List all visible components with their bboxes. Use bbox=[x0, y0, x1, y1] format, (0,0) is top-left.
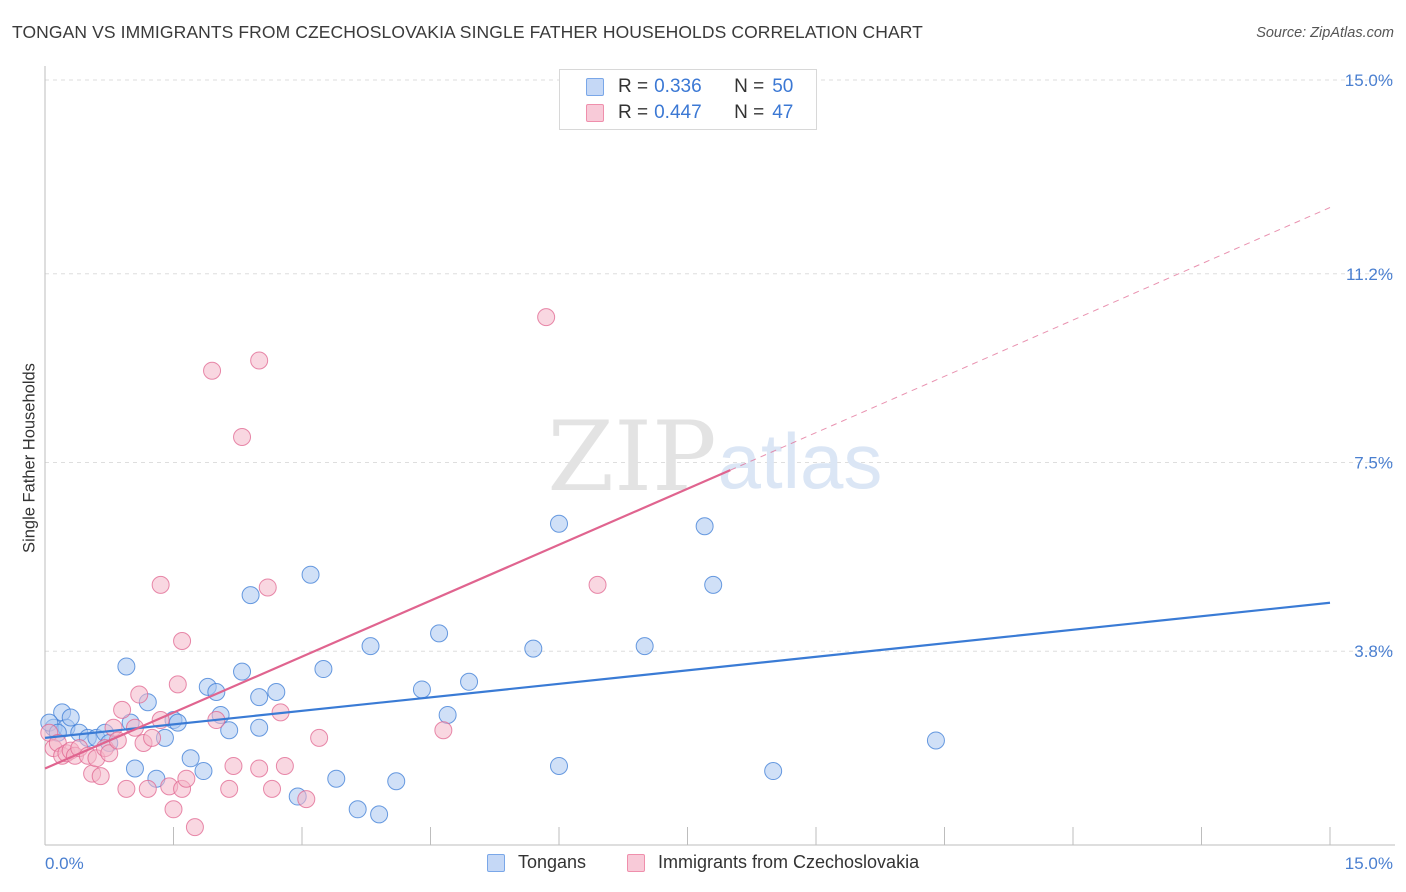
legend-r-label: R = bbox=[618, 102, 649, 123]
data-point bbox=[177, 769, 196, 788]
data-point bbox=[250, 351, 269, 370]
data-point bbox=[301, 565, 320, 584]
czechoslovakia-points bbox=[40, 308, 607, 837]
legend-label-czechoslovakia: Immigrants from Czechoslovakia bbox=[658, 852, 920, 872]
data-point bbox=[233, 662, 252, 681]
watermark-zip: ZIP bbox=[547, 401, 716, 513]
data-point bbox=[704, 575, 723, 594]
data-point bbox=[314, 660, 333, 679]
data-point bbox=[113, 700, 132, 719]
data-point bbox=[125, 759, 144, 778]
data-point bbox=[430, 624, 449, 643]
trend-lines bbox=[44, 207, 1331, 770]
grid-lines bbox=[45, 79, 1395, 652]
watermark-atlas: atlas bbox=[718, 417, 883, 505]
data-point bbox=[387, 772, 406, 791]
y-tick-label: 7.5% bbox=[1354, 454, 1393, 473]
legend-n-value-czechoslovakia: 47 bbox=[772, 102, 794, 123]
data-point bbox=[220, 779, 239, 798]
correlation-legend: R = 0.336 N = 50 R = 0.447 N = 47 bbox=[559, 69, 817, 130]
data-point bbox=[220, 721, 239, 740]
data-point bbox=[460, 672, 479, 691]
legend-r-value-czechoslovakia: 0.447 bbox=[654, 102, 702, 123]
data-point bbox=[233, 428, 252, 446]
data-point bbox=[438, 705, 457, 724]
data-point bbox=[91, 767, 110, 786]
legend-swatch-tongans bbox=[586, 78, 604, 96]
data-point bbox=[138, 779, 157, 798]
trend-line-tongans bbox=[44, 601, 1331, 739]
data-point bbox=[130, 685, 149, 704]
data-point bbox=[117, 657, 136, 676]
data-point bbox=[258, 578, 277, 597]
y-tick-label: 15.0% bbox=[1345, 71, 1393, 90]
tongans-points bbox=[40, 514, 945, 824]
data-point bbox=[100, 744, 119, 763]
legend-row-tongans: R = 0.336 N = 50 bbox=[586, 75, 793, 99]
data-point bbox=[173, 632, 192, 650]
data-point bbox=[267, 683, 286, 701]
data-point bbox=[524, 639, 543, 658]
data-point bbox=[143, 728, 162, 747]
legend-r-label: R = bbox=[618, 76, 649, 97]
y-tick-label: 3.8% bbox=[1354, 642, 1393, 661]
data-point bbox=[297, 790, 316, 809]
data-point bbox=[550, 514, 568, 533]
legend-n-label: N = bbox=[734, 102, 765, 123]
data-point bbox=[275, 756, 294, 775]
legend-swatch-czechoslovakia bbox=[586, 104, 604, 122]
data-point bbox=[168, 675, 187, 694]
data-point bbox=[412, 680, 431, 699]
data-point bbox=[434, 721, 453, 740]
data-point bbox=[61, 708, 80, 727]
legend-item-tongans: Tongans bbox=[487, 852, 586, 873]
data-point bbox=[203, 361, 222, 380]
watermark: ZIP atlas bbox=[547, 401, 882, 513]
data-point bbox=[250, 718, 269, 737]
data-point bbox=[537, 308, 556, 327]
trend-line-czechoslovakia bbox=[44, 469, 731, 770]
tick-labels: 3.8% 7.5% 11.2% 15.0% 0.0% 15.0% bbox=[45, 71, 1393, 873]
data-point bbox=[185, 818, 204, 837]
data-point bbox=[263, 779, 282, 798]
data-point bbox=[224, 756, 243, 775]
data-point bbox=[370, 805, 389, 824]
legend-item-czechoslovakia: Immigrants from Czechoslovakia bbox=[627, 852, 919, 873]
data-point bbox=[361, 637, 380, 656]
x-tick-label: 15.0% bbox=[1345, 854, 1393, 873]
data-point bbox=[241, 586, 260, 605]
y-tick-label: 11.2% bbox=[1346, 265, 1393, 284]
data-point bbox=[588, 575, 607, 594]
data-point bbox=[194, 762, 213, 781]
x-tick-label: 0.0% bbox=[45, 854, 84, 873]
data-point bbox=[695, 517, 714, 536]
data-point bbox=[117, 779, 136, 798]
data-point bbox=[151, 575, 170, 594]
data-point bbox=[926, 731, 945, 750]
data-point bbox=[164, 800, 183, 819]
data-point bbox=[327, 769, 346, 788]
source-credit: Source: ZipAtlas.com bbox=[1256, 25, 1394, 41]
data-point bbox=[635, 637, 654, 656]
legend-row-czechoslovakia: R = 0.447 N = 47 bbox=[586, 101, 793, 125]
legend-n-value-tongans: 50 bbox=[772, 76, 794, 97]
legend-swatch-tongans bbox=[487, 853, 505, 872]
chart-title: TONGAN VS IMMIGRANTS FROM CZECHOSLOVAKIA… bbox=[12, 22, 923, 42]
series-legend: Tongans Immigrants from Czechoslovakia bbox=[0, 852, 1406, 878]
legend-label-tongans: Tongans bbox=[518, 852, 587, 872]
data-point bbox=[181, 749, 200, 768]
data-point bbox=[250, 759, 269, 778]
data-point bbox=[550, 756, 568, 775]
data-point bbox=[764, 762, 783, 781]
legend-swatch-czechoslovakia bbox=[627, 853, 645, 872]
data-point bbox=[310, 728, 329, 747]
legend-r-value-tongans: 0.336 bbox=[654, 76, 702, 97]
data-point bbox=[348, 800, 367, 819]
data-point bbox=[250, 688, 269, 707]
legend-n-label: N = bbox=[734, 76, 765, 97]
